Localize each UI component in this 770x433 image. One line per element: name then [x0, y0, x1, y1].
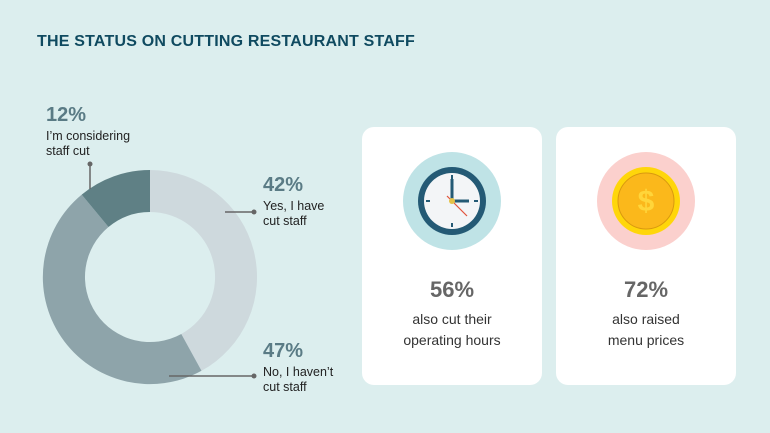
stat-desc: also cut their	[412, 311, 492, 327]
segment-considering	[81, 169, 150, 227]
segment-no	[42, 194, 202, 385]
stat-pct: 72%	[623, 277, 669, 302]
label-text: No, I haven’t	[263, 365, 334, 379]
card-operating-hours: 56% also cut their operating hours	[362, 127, 542, 385]
label-pct: 12%	[46, 104, 87, 126]
stat-desc: operating hours	[403, 332, 501, 348]
stat-pct: 56%	[429, 277, 475, 302]
label-text: Yes, I have	[263, 199, 325, 213]
label-no: 47% No, I haven’t cut staff	[263, 340, 333, 395]
segment-yes	[150, 170, 258, 371]
clock-icon	[403, 152, 501, 250]
label-text: staff cut	[46, 144, 90, 158]
label-yes: 42% Yes, I have cut staff	[263, 174, 324, 229]
label-considering: 12% I’m considering staff cut	[46, 104, 130, 159]
stat-desc: menu prices	[607, 332, 685, 348]
label-pct: 47%	[263, 340, 304, 362]
page-title: THE STATUS ON CUTTING RESTAURANT STAFF	[37, 33, 415, 50]
label-text: I’m considering	[46, 129, 131, 143]
label-text: cut staff	[263, 214, 307, 228]
dollar-coin-icon: $	[597, 152, 695, 250]
donut-chart	[42, 161, 258, 385]
card-menu-prices: $ 72% also raised menu prices	[556, 127, 736, 385]
label-pct: 42%	[263, 174, 304, 196]
svg-text:$: $	[638, 185, 655, 218]
label-text: cut staff	[263, 380, 307, 394]
stat-desc: also raised	[612, 311, 680, 327]
